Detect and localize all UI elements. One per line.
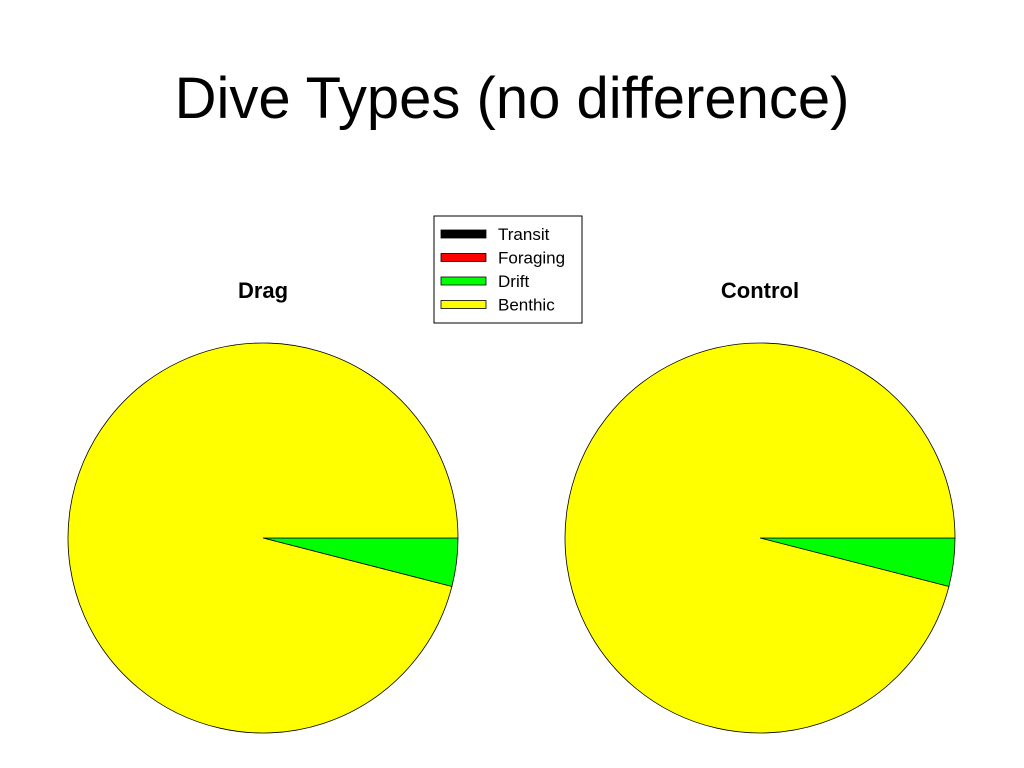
pie-title-control: Control [721, 278, 799, 303]
legend-label-foraging: Foraging [498, 249, 565, 268]
page-title: Dive Types (no difference) [174, 66, 850, 131]
legend-swatch-transit [440, 229, 487, 239]
pie-control [564, 342, 956, 734]
legend-swatch-drift [440, 276, 487, 286]
legend-label-drift: Drift [498, 272, 529, 291]
pie-slice-benthic [564, 342, 956, 734]
pie-title-drag: Drag [238, 278, 288, 303]
legend-swatch-foraging [440, 253, 487, 262]
legend-label-benthic: Benthic [498, 296, 555, 315]
pie-slice-benthic [67, 342, 459, 734]
legend-label-transit: Transit [498, 225, 550, 244]
legend-swatch-benthic [440, 300, 487, 309]
legend: Transit Foraging Drift Benthic [433, 215, 583, 324]
pie-drag [67, 342, 459, 734]
